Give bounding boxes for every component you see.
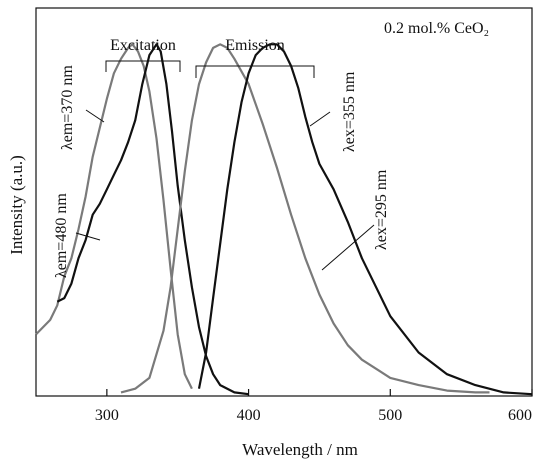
x-tick-label: 600 [508,407,532,424]
arrow-c [309,111,331,127]
x-ticks: 300 400 500 600 [95,389,533,424]
curve-label-c: λex=355 nm [341,71,358,152]
curve-label-b: λem=480 nm [53,193,70,278]
arrow-b [75,232,101,241]
x-tick-label: 500 [378,407,402,424]
x-axis-title: Wavelength / nm [242,440,358,459]
y-axis-title: Intensity (a.u.) [7,155,26,255]
arrow-d [321,224,375,271]
series-line-4 [197,43,533,396]
arrow-a [85,109,105,123]
series-layer [35,43,533,396]
sample-annotation: 0.2 mol.% CeO₂ [384,20,489,37]
curve-label-d: λex=295 nm [373,169,390,250]
plot-frame [35,7,533,397]
emission-bracket [195,65,315,78]
excitation-bracket [105,60,181,72]
series-line-2 [56,43,249,396]
series-line-1 [35,43,193,390]
x-tick-label: 300 [95,407,119,424]
x-tick-label: 400 [237,407,261,424]
emission-label: Emission [225,37,285,54]
excitation-label: Excitation [110,37,176,54]
series-line-3 [120,43,490,394]
curve-label-a: λem=370 nm [59,65,76,150]
